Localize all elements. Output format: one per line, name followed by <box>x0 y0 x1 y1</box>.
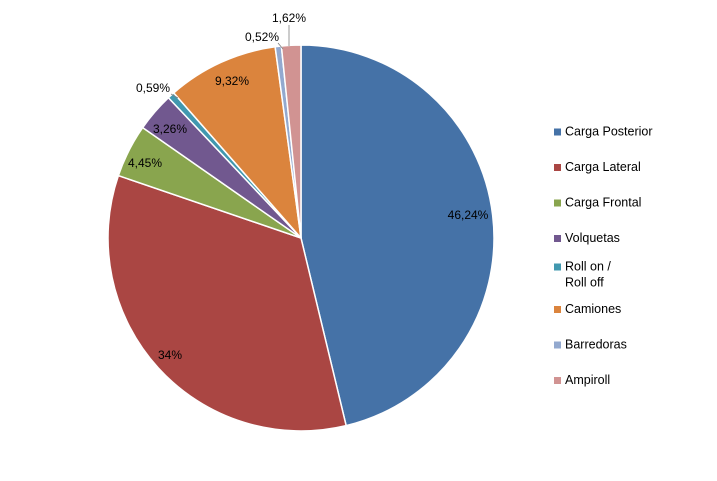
pie-slice-8 <box>280 44 302 239</box>
pie-slices <box>107 44 495 432</box>
data-label-6: 9,32% <box>215 74 249 88</box>
legend-label-5-line-1: Roll on / <box>565 259 611 273</box>
legend-swatch-8 <box>554 377 561 384</box>
legend-swatch-1 <box>554 128 561 136</box>
legend-label-5-line-2: Roll off <box>565 275 604 289</box>
leader-line-7 <box>277 42 284 50</box>
data-label-1: 46,24% <box>448 208 489 222</box>
data-label-8: 1,62% <box>272 11 306 25</box>
legend-swatch-5 <box>554 263 561 271</box>
legend-label-2: Carga Lateral <box>565 160 641 174</box>
data-label-7: 0,52% <box>245 30 279 44</box>
data-label-2: 34% <box>158 348 182 362</box>
legend-label-6: Camiones <box>565 302 621 316</box>
leader-lines <box>170 25 290 99</box>
legend: Carga Posterior Carga Lateral Carga Fronta… <box>554 124 653 387</box>
data-label-4: 3,26% <box>153 122 187 136</box>
legend-label-3: Carga Frontal <box>565 195 641 209</box>
data-label-3: 4,45% <box>128 156 162 170</box>
legend-swatch-3 <box>554 199 561 207</box>
leader-line-5 <box>170 93 179 99</box>
legend-label-7: Barredoras <box>565 337 627 351</box>
legend-label-8: Ampiroll <box>565 373 610 387</box>
pie-slice-6 <box>172 45 303 241</box>
legend-label-1: Carga Posterior <box>565 124 653 138</box>
pie-slice-2 <box>107 174 348 432</box>
legend-swatch-2 <box>554 164 561 171</box>
legend-swatch-4 <box>554 235 561 242</box>
pie-slice-1 <box>300 44 495 427</box>
data-label-5: 0,59% <box>136 81 170 95</box>
legend-label-4: Volquetas <box>565 231 620 245</box>
legend-swatch-7 <box>554 341 561 349</box>
legend-swatch-6 <box>554 306 561 313</box>
data-labels: 46,24% 34% 4,45% 3,26% 0,59% 9,32% 0,52% 1,62% <box>128 11 489 362</box>
